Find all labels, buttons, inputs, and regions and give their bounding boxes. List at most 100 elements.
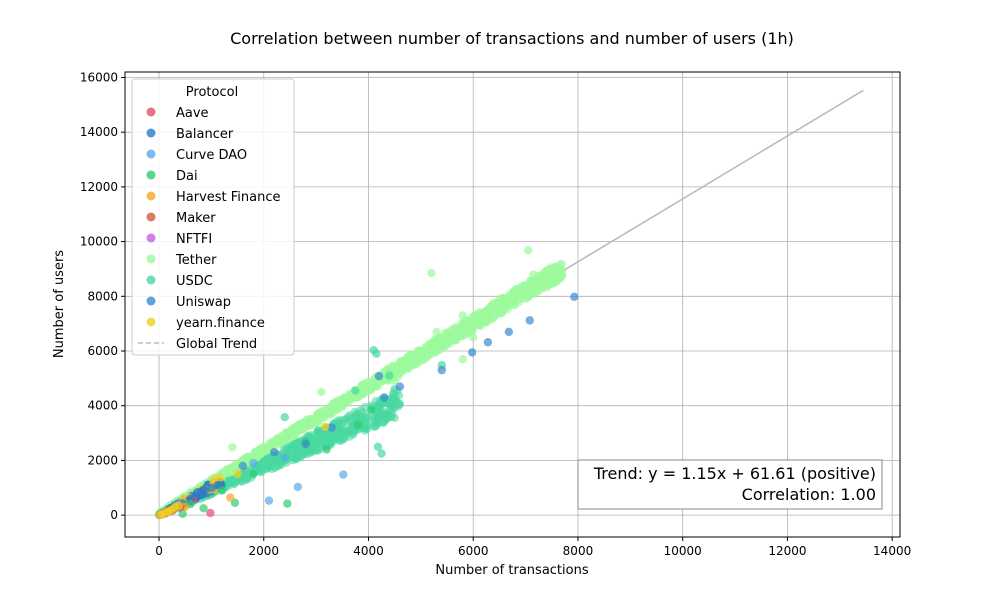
yearn-finance-point [233, 469, 242, 479]
tether-cloud-point [330, 403, 340, 413]
uniswap-point [374, 371, 384, 381]
points-layer [154, 246, 579, 520]
usdc-cloud-point [373, 401, 382, 411]
legend-marker-tether [146, 254, 156, 264]
tether-cloud-point [556, 273, 566, 283]
tether-cloud-point [426, 341, 435, 351]
usdc-cloud-point [343, 412, 353, 422]
tether-cloud-point [388, 361, 398, 371]
curve-dao-point [249, 458, 258, 468]
legend-label-aave: Aave [176, 106, 209, 121]
legend-title: Protocol [186, 85, 238, 100]
curve-dao-point [293, 482, 303, 492]
tether-point [458, 311, 467, 320]
uniswap-point [504, 327, 514, 337]
tether-cloud-point [557, 259, 566, 269]
x-tick-label: 2000 [248, 544, 279, 558]
annotation-box [577, 459, 883, 510]
dai-point [283, 499, 292, 508]
x-axis-label: Number of transactions [435, 563, 588, 578]
usdc-point [351, 386, 360, 395]
tether-cloud-point [297, 420, 306, 430]
legend-label-maker: Maker [176, 211, 216, 226]
legend-label-yearn-finance: yearn.finance [176, 316, 265, 331]
usdc-cloud-point [286, 445, 295, 454]
usdc-cloud-point [331, 430, 340, 439]
usdc-cloud-point [293, 438, 303, 447]
tether-point [542, 275, 551, 285]
tether-cloud-point [251, 451, 261, 460]
tether-cloud-point [267, 437, 276, 446]
legend-label-nftfi: NFTFI [176, 232, 212, 247]
annotation-line-2: Correlation: 1.00 [742, 485, 876, 504]
dai-point [322, 445, 331, 454]
usdc-point [311, 439, 321, 449]
dai-point [217, 486, 227, 495]
x-tick-label: 4000 [353, 544, 384, 558]
tether-cloud-point [438, 335, 447, 345]
legend-items: Aave Balancer Curve DAO Dai Harvest Finance M… [138, 106, 281, 352]
tether-cloud-point [397, 360, 407, 369]
uniswap-point [525, 316, 534, 325]
usdc-cloud-point [324, 430, 333, 440]
usdc-point [395, 400, 405, 409]
legend-marker-uniswap [146, 296, 156, 306]
usdc-cloud-point [362, 424, 372, 434]
uniswap-point [327, 423, 337, 432]
tether-cloud-point [479, 313, 488, 322]
y-tick-label: 6000 [87, 344, 118, 358]
usdc-cloud-point [257, 462, 266, 471]
usdc-point [373, 442, 383, 451]
uniswap-point [380, 393, 389, 402]
legend-marker-harvest-finance [146, 191, 156, 201]
tether-cloud-point [423, 351, 432, 360]
tether-cloud-point [315, 408, 324, 418]
aave-point [206, 508, 215, 518]
y-tick-label: 4000 [87, 399, 118, 413]
dai-point [199, 504, 208, 513]
legend-marker-maker [146, 212, 156, 222]
uniswap-point [238, 461, 248, 471]
tether-cloud-point [471, 312, 481, 322]
y-axis-label: Number of users [52, 250, 67, 358]
dai-point [178, 509, 187, 518]
tether-cloud-point [535, 285, 545, 294]
legend-box [131, 78, 295, 356]
legend-label-curve-dao: Curve DAO [176, 148, 247, 163]
legend-label-balancer: Balancer [176, 127, 234, 142]
curve-dao-point [280, 453, 289, 462]
tether-point [390, 376, 399, 386]
usdc-cloud-point [379, 412, 388, 421]
tether-cloud-point [535, 275, 545, 284]
trend-annotation: Trend: y = 1.15x + 61.61 (positive) Corr… [577, 459, 883, 510]
legend-label-global-trend: Global Trend [176, 337, 257, 352]
tether-cloud-point [259, 444, 268, 453]
dai-point [366, 405, 376, 415]
y-tick-label: 2000 [87, 453, 118, 467]
tether-point [495, 297, 504, 306]
uniswap-point [437, 365, 447, 375]
legend-marker-usdc [146, 275, 156, 285]
tether-cloud-point [417, 350, 426, 360]
yearn-finance-point [320, 422, 330, 431]
y-tick-label: 16000 [80, 70, 118, 84]
usdc-point [377, 449, 386, 458]
tether-point [529, 270, 538, 279]
annotation-line-1: Trend: y = 1.15x + 61.61 (positive) [593, 464, 876, 483]
uniswap-point [270, 448, 279, 457]
dai-point [249, 469, 258, 479]
usdc-cloud-point [370, 422, 379, 432]
usdc-point [372, 349, 381, 358]
y-tick-label: 10000 [80, 235, 118, 249]
tether-point [558, 266, 567, 275]
usdc-cloud-point [312, 431, 321, 441]
usdc-cloud-point [318, 437, 327, 446]
legend-label-usdc: USDC [176, 274, 213, 289]
balancer-point [207, 483, 216, 492]
tether-cloud-point [459, 318, 468, 327]
tether-cloud-point [457, 331, 466, 341]
usdc-point [275, 458, 284, 468]
plot-frame [124, 71, 901, 538]
legend-marker-balancer [146, 128, 156, 138]
